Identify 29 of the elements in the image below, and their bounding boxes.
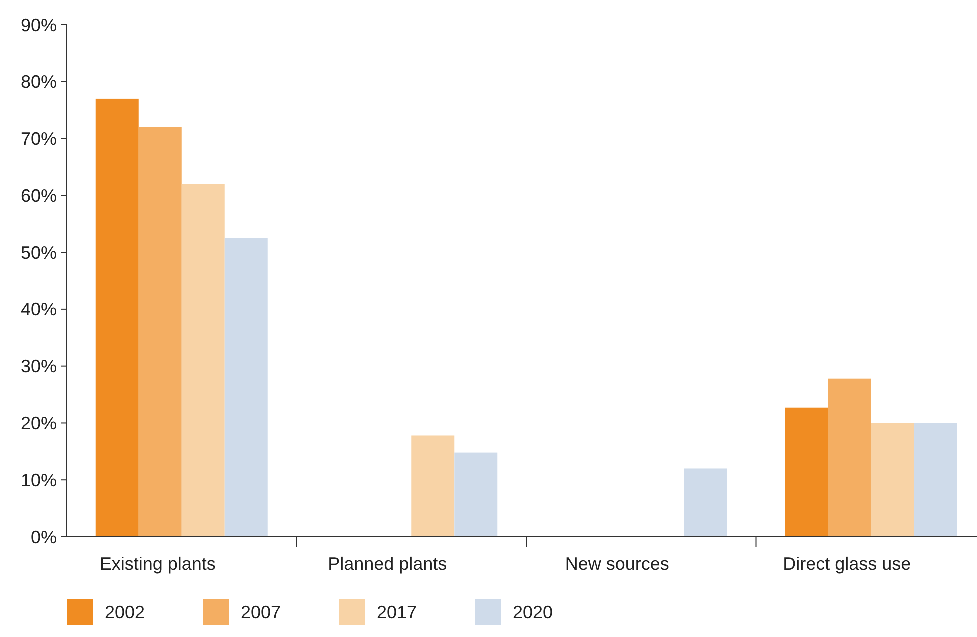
x-tick-label: Direct glass use — [783, 554, 912, 574]
y-tick-label: 60% — [20, 186, 57, 206]
x-tick-label: Planned plants — [328, 554, 448, 574]
bar — [224, 238, 268, 537]
y-tick-label: 0% — [30, 527, 57, 548]
bar — [684, 468, 728, 537]
bar — [828, 378, 872, 537]
bar — [96, 98, 139, 537]
x-tick-label: New sources — [565, 554, 670, 574]
y-tick-label: 80% — [20, 72, 57, 92]
bar — [454, 452, 498, 537]
legend-label: 2002 — [105, 602, 146, 622]
legend-label: 2017 — [377, 602, 418, 622]
bar — [182, 184, 225, 537]
bar — [138, 127, 182, 537]
y-tick-label: 70% — [20, 129, 57, 150]
legend-label: 2020 — [513, 602, 554, 622]
bar — [914, 423, 958, 537]
y-tick-label: 10% — [20, 470, 57, 490]
x-tick-label: Existing plants — [100, 554, 216, 574]
legend-label: 2007 — [241, 602, 282, 622]
bar — [871, 423, 914, 537]
y-tick-label: 50% — [20, 242, 57, 263]
y-tick-label: 30% — [20, 356, 57, 377]
y-tick-label: 20% — [20, 414, 57, 434]
y-tick-label: 90% — [20, 15, 57, 36]
y-tick-label: 40% — [20, 300, 57, 320]
bar — [412, 436, 455, 537]
bar — [785, 408, 828, 537]
